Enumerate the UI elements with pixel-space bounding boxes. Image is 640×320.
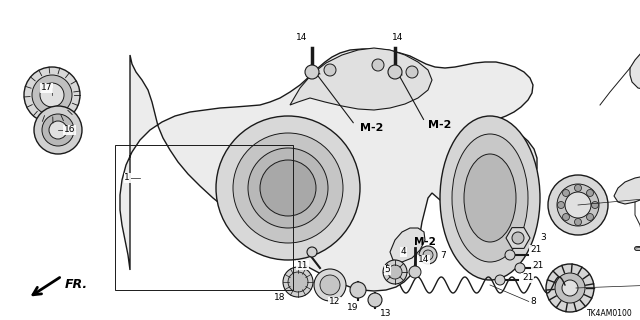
Text: M-2: M-2 [428, 120, 451, 130]
Polygon shape [290, 48, 432, 110]
Circle shape [350, 282, 366, 298]
Circle shape [512, 232, 524, 244]
Circle shape [307, 247, 317, 257]
Circle shape [546, 264, 594, 312]
Circle shape [495, 275, 505, 285]
Circle shape [586, 213, 593, 220]
Circle shape [320, 275, 340, 295]
Circle shape [233, 133, 343, 243]
Text: 21: 21 [522, 274, 533, 283]
Text: 14: 14 [418, 255, 429, 265]
Bar [115, 145, 293, 290]
Text: 11: 11 [296, 260, 308, 269]
Text: 4: 4 [401, 247, 406, 257]
Text: 19: 19 [346, 303, 358, 313]
Circle shape [368, 293, 382, 307]
Circle shape [555, 273, 585, 303]
Circle shape [24, 67, 80, 123]
Text: 3: 3 [540, 234, 546, 243]
Circle shape [248, 148, 328, 228]
Ellipse shape [440, 116, 540, 280]
Circle shape [283, 267, 313, 297]
Circle shape [557, 202, 564, 209]
Circle shape [216, 116, 360, 260]
Circle shape [591, 202, 598, 209]
Circle shape [419, 246, 437, 264]
Circle shape [34, 106, 82, 154]
Circle shape [42, 114, 74, 146]
Text: 7: 7 [440, 251, 445, 260]
Circle shape [324, 64, 336, 76]
Circle shape [388, 265, 402, 279]
Text: M-2: M-2 [360, 123, 383, 133]
Text: 12: 12 [328, 298, 340, 307]
Circle shape [562, 280, 578, 296]
Text: 18: 18 [273, 293, 285, 302]
Text: 5: 5 [384, 266, 390, 275]
Text: TK4AM0100: TK4AM0100 [587, 309, 633, 318]
Polygon shape [506, 228, 530, 248]
Circle shape [563, 189, 570, 196]
Text: 16: 16 [63, 125, 75, 134]
Text: 14: 14 [392, 34, 404, 43]
Circle shape [548, 175, 608, 235]
Ellipse shape [464, 154, 516, 242]
Text: 13: 13 [380, 309, 392, 318]
Text: M-2: M-2 [414, 237, 436, 247]
Polygon shape [614, 176, 640, 204]
Circle shape [288, 272, 308, 292]
Circle shape [557, 184, 599, 226]
Text: 14: 14 [296, 34, 308, 43]
Polygon shape [120, 49, 537, 291]
Text: 21: 21 [530, 245, 541, 254]
Text: 21: 21 [532, 260, 543, 269]
Text: 1: 1 [124, 173, 130, 182]
Circle shape [409, 266, 421, 278]
Circle shape [372, 59, 384, 71]
Circle shape [314, 269, 346, 301]
Ellipse shape [452, 134, 528, 262]
Circle shape [305, 65, 319, 79]
Text: 17: 17 [40, 84, 52, 92]
Text: 8: 8 [530, 298, 536, 307]
Circle shape [260, 160, 316, 216]
Circle shape [586, 189, 593, 196]
Circle shape [406, 66, 418, 78]
Circle shape [49, 121, 67, 139]
Circle shape [40, 83, 64, 107]
Circle shape [565, 192, 591, 218]
Circle shape [423, 250, 433, 260]
Polygon shape [630, 44, 640, 90]
Text: FR.: FR. [65, 278, 88, 292]
Circle shape [575, 185, 582, 191]
Circle shape [563, 213, 570, 220]
Circle shape [383, 260, 407, 284]
Polygon shape [390, 228, 425, 262]
Circle shape [32, 75, 72, 115]
Circle shape [505, 250, 515, 260]
Circle shape [575, 219, 582, 226]
Circle shape [388, 65, 402, 79]
Circle shape [515, 263, 525, 273]
